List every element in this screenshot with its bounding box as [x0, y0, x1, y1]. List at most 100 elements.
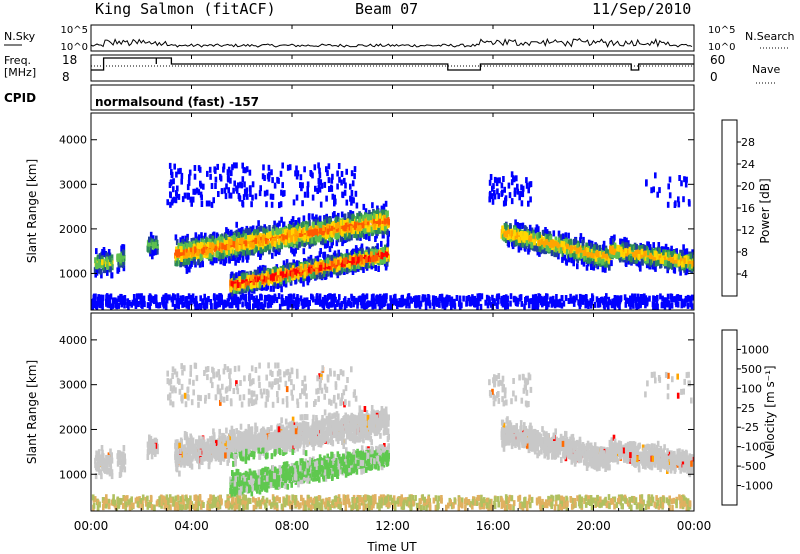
power-cell [572, 260, 575, 267]
power-cell [235, 272, 238, 279]
power-cell [246, 285, 250, 292]
power-cell [546, 233, 549, 240]
power-cell [569, 251, 572, 258]
power-cell [510, 171, 514, 178]
power-cell [627, 247, 631, 254]
power-cell [338, 227, 341, 234]
power-cell [304, 220, 308, 227]
power-cell [259, 225, 262, 232]
power-cell [175, 171, 178, 178]
power-cell [165, 297, 169, 304]
power-cell [182, 249, 185, 256]
power-cell [105, 256, 109, 263]
power-cell [349, 195, 352, 202]
power-cell [326, 231, 330, 238]
power-cell [174, 234, 178, 241]
power-cell [241, 231, 244, 238]
power-cell [348, 255, 352, 262]
power-cell [322, 224, 325, 231]
power-cell [227, 176, 230, 183]
power-cell [269, 243, 272, 250]
power-cell [344, 257, 348, 264]
power-cell [327, 163, 331, 170]
power-cell [368, 300, 372, 307]
power-cell [268, 268, 272, 275]
power-cell [286, 262, 289, 269]
power-cell [122, 244, 126, 251]
power-cell [631, 257, 635, 264]
power-cell [240, 243, 244, 250]
power-cell [151, 235, 155, 242]
power-cell [364, 225, 368, 232]
power-cell [235, 244, 239, 251]
power-cell [245, 281, 248, 288]
power-cell [594, 255, 598, 262]
power-cell [359, 212, 363, 219]
power-cell [322, 271, 326, 277]
power-cell [308, 272, 312, 279]
power-cell [373, 223, 376, 230]
power-cell [267, 171, 271, 178]
power-cell [624, 260, 628, 266]
power-cell [670, 245, 673, 252]
power-cell [593, 244, 596, 251]
power-cell [341, 230, 344, 237]
power-cell [460, 302, 463, 309]
power-cell [271, 177, 274, 184]
power-cell [252, 279, 256, 286]
power-cell [489, 174, 493, 180]
power-cell [580, 258, 584, 265]
power-cell [508, 233, 511, 240]
power-cell [524, 232, 528, 239]
power-cell [576, 257, 579, 264]
power-cell [241, 176, 245, 183]
power-cell [254, 193, 258, 200]
power-cell [190, 200, 193, 207]
power-cell [269, 193, 273, 200]
power-cell [682, 196, 685, 203]
power-cell [311, 258, 314, 265]
power-cell [187, 179, 191, 186]
power-cell [216, 240, 220, 247]
power-cell [555, 294, 558, 300]
power-cell [490, 193, 494, 200]
power-cell [582, 250, 586, 256]
power-cell [263, 267, 266, 274]
power-cell [216, 250, 219, 257]
power-cell [318, 167, 321, 174]
power-cell [109, 256, 112, 263]
power-cell [659, 257, 663, 264]
power-cell [344, 218, 347, 225]
power-cell [229, 286, 233, 293]
power-cell [250, 201, 253, 208]
power-cell [215, 257, 218, 264]
power-cell [619, 238, 622, 245]
power-cell [683, 176, 686, 183]
power-cell [282, 280, 286, 287]
power-cell [251, 181, 255, 188]
cpid-text: normalsound (fast) -157 [95, 95, 259, 109]
power-cell [284, 278, 287, 284]
power-cell [232, 162, 236, 169]
power-cell [685, 268, 689, 275]
power-cell [250, 282, 253, 289]
power-cell [203, 293, 206, 300]
power-cell [211, 252, 214, 258]
power-cell [107, 249, 111, 255]
power-cell [366, 262, 370, 269]
power-cell [380, 205, 384, 212]
power-cell [231, 231, 235, 238]
power-cell [527, 200, 530, 207]
power-cell [116, 255, 119, 262]
power-cell [507, 230, 510, 237]
power-cell [230, 290, 234, 297]
power-cell [241, 256, 245, 263]
power-cell [343, 177, 346, 184]
power-cell [680, 261, 684, 268]
power-cell [675, 261, 679, 268]
power-cell [214, 167, 217, 174]
power-cell [361, 222, 365, 229]
power-cell [649, 252, 652, 259]
power-cell [384, 200, 388, 207]
